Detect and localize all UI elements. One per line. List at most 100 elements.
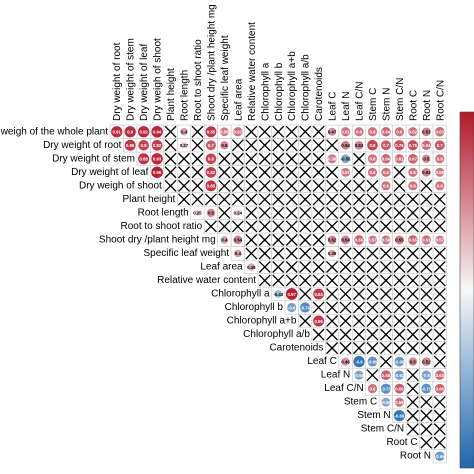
insignificant-cross-mark <box>379 301 392 314</box>
matrix-cell: 0.75 <box>405 138 420 153</box>
matrix-cell <box>419 246 434 261</box>
matrix-cell <box>392 178 407 193</box>
insignificant-cross-mark <box>433 355 446 368</box>
insignificant-cross-mark <box>191 125 204 138</box>
column-label: Specific leaf weight <box>220 35 231 121</box>
correlation-value-label: -0.71 <box>421 386 431 391</box>
insignificant-cross-mark <box>393 166 406 179</box>
insignificant-cross-mark <box>272 125 285 138</box>
insignificant-cross-mark <box>299 315 312 328</box>
insignificant-cross-mark <box>353 179 366 192</box>
column-label: Root length <box>180 70 191 121</box>
matrix-cell: 0.67 <box>405 151 420 166</box>
correlation-circle <box>151 166 163 179</box>
matrix-cell <box>392 192 407 207</box>
matrix-cell <box>338 286 353 302</box>
insignificant-cross-mark <box>353 315 366 328</box>
matrix-cell <box>432 435 447 450</box>
insignificant-cross-mark <box>312 125 325 138</box>
correlation-circle <box>407 153 418 164</box>
insignificant-cross-mark <box>406 287 419 301</box>
insignificant-cross-mark <box>406 206 419 219</box>
insignificant-cross-mark <box>406 301 419 314</box>
correlation-circle <box>380 383 391 394</box>
matrix-cell: 0.27 <box>177 138 192 153</box>
correlation-value-label: 0.4 <box>235 251 242 256</box>
matrix-cell <box>419 192 434 207</box>
matrix-cell <box>338 259 353 275</box>
correlation-value-label: 0.65 <box>409 238 418 243</box>
correlation-value-label: 0.86 <box>314 319 323 324</box>
insignificant-cross-mark <box>366 206 379 219</box>
insignificant-cross-mark <box>326 166 339 179</box>
matrix-cell <box>405 246 420 261</box>
matrix-cell <box>163 165 178 180</box>
insignificant-cross-mark <box>312 220 325 233</box>
correlation-circle <box>151 153 163 165</box>
matrix-cell <box>217 165 232 180</box>
correlation-value-label: 0.9 <box>127 130 134 135</box>
insignificant-cross-mark <box>366 247 379 260</box>
matrix-cell <box>271 138 286 153</box>
correlation-circle <box>421 140 432 151</box>
matrix-cell <box>284 259 299 275</box>
correlation-circle <box>434 383 445 394</box>
matrix-cell: -0.71 <box>419 381 434 396</box>
correlation-value-label: 0.4 <box>181 130 188 135</box>
correlation-circle <box>233 127 243 137</box>
matrix-cell: 0.54 <box>230 232 245 247</box>
column-label: Leaf area <box>233 78 244 121</box>
matrix-cell <box>432 422 447 437</box>
matrix-cell <box>230 165 245 180</box>
correlation-circle <box>434 140 445 151</box>
insignificant-cross-mark <box>285 152 298 165</box>
correlation-circle <box>435 154 445 164</box>
insignificant-cross-mark <box>433 328 446 341</box>
insignificant-cross-mark <box>285 206 298 219</box>
matrix-cell <box>325 273 340 288</box>
correlation-value-label: 0.7 <box>437 143 444 148</box>
insignificant-cross-mark <box>164 139 177 152</box>
matrix-cell <box>217 205 232 220</box>
insignificant-cross-mark <box>312 152 325 165</box>
matrix-cell <box>351 273 367 288</box>
correlation-value-label: 0.56 <box>220 130 229 135</box>
matrix-cell: 0.5 <box>217 138 232 153</box>
matrix-cell: 0.52 <box>325 232 340 247</box>
insignificant-cross-mark <box>178 166 191 179</box>
insignificant-cross-mark <box>231 139 244 152</box>
insignificant-cross-mark <box>245 206 258 219</box>
insignificant-cross-mark <box>218 152 231 165</box>
correlation-circle <box>394 235 404 245</box>
insignificant-cross-mark <box>191 179 204 192</box>
matrix-cell <box>311 246 326 261</box>
matrix-cell <box>351 151 367 166</box>
row-label: Root to shoot ratio <box>121 221 203 232</box>
correlation-value-label: 0.6 <box>369 157 376 162</box>
matrix-cell <box>405 259 420 275</box>
correlation-circle <box>180 142 188 149</box>
matrix-cell <box>163 178 178 193</box>
insignificant-cross-mark <box>178 152 191 165</box>
insignificant-cross-mark <box>366 179 379 192</box>
insignificant-cross-mark <box>433 423 446 436</box>
matrix-cell <box>365 286 380 302</box>
insignificant-cross-mark <box>218 179 231 192</box>
matrix-cell <box>392 219 407 234</box>
correlation-value-label: 0.68 <box>382 373 391 378</box>
insignificant-cross-mark <box>393 220 406 233</box>
matrix-cell: -0.73 <box>378 381 393 396</box>
column-label: Root N <box>422 90 433 121</box>
correlation-value-label: 0.61 <box>395 157 404 162</box>
insignificant-cross-mark <box>204 193 217 206</box>
insignificant-cross-mark <box>433 274 446 287</box>
correlation-value-label: -0.62 <box>394 373 404 378</box>
matrix-cell <box>311 151 326 166</box>
correlation-value-label: 0.85 <box>207 130 216 135</box>
insignificant-cross-mark <box>272 260 285 273</box>
matrix-cell: 0.54 <box>338 232 353 247</box>
matrix-cell: -0.74 <box>298 300 313 315</box>
insignificant-cross-mark <box>353 166 366 179</box>
correlation-circle <box>381 397 391 407</box>
insignificant-cross-mark <box>272 139 285 152</box>
